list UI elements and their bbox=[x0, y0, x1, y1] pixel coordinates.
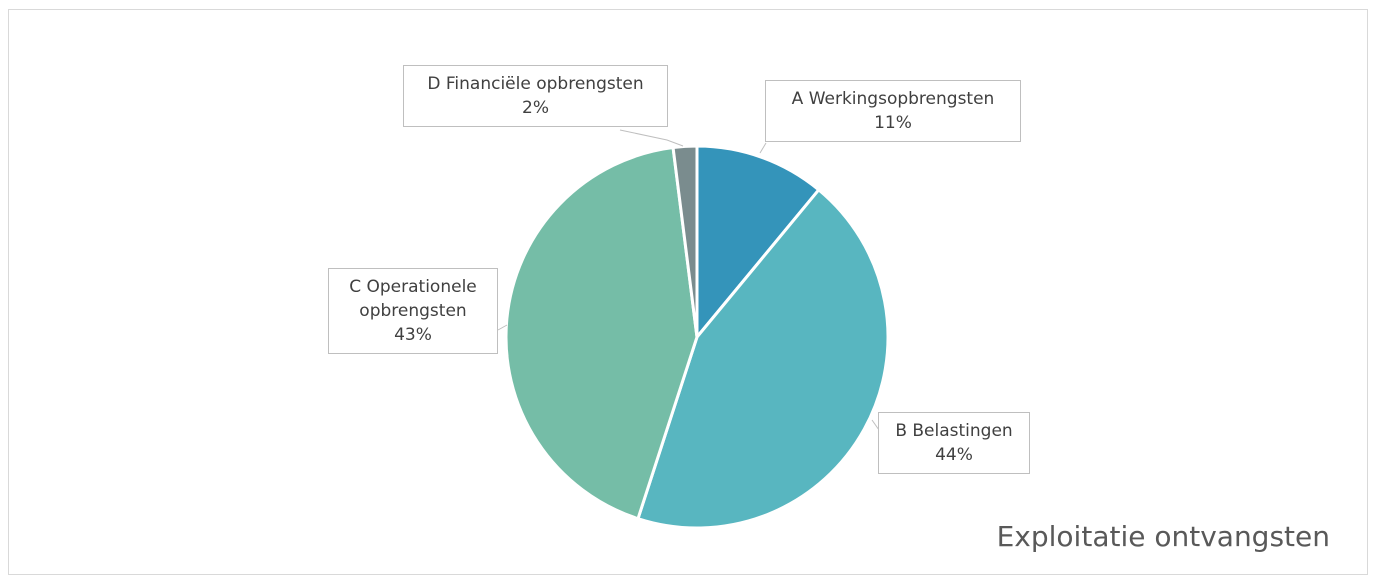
label-value: 2% bbox=[522, 98, 549, 118]
pie-slice bbox=[504, 146, 699, 521]
leader-line bbox=[871, 419, 880, 431]
label-category: C Operationele opbrengsten bbox=[349, 277, 477, 321]
leader-line bbox=[759, 142, 767, 154]
pie bbox=[504, 144, 890, 530]
data-label: D Financiële opbrengsten 2% bbox=[403, 65, 668, 127]
leader-line bbox=[619, 129, 684, 147]
data-label: B Belastingen 44% bbox=[878, 412, 1030, 474]
pie-slice bbox=[636, 188, 890, 530]
leader-line bbox=[497, 324, 508, 331]
label-category: A Werkingsopbrengsten bbox=[791, 89, 995, 109]
label-category: B Belastingen bbox=[895, 421, 1013, 441]
label-value: 43% bbox=[394, 325, 432, 345]
label-category: D Financiële opbrengsten bbox=[427, 74, 644, 94]
data-label: C Operationele opbrengsten 43% bbox=[328, 268, 498, 354]
pie-slice bbox=[695, 144, 821, 339]
label-value: 44% bbox=[935, 445, 973, 465]
label-value: 11% bbox=[874, 113, 912, 133]
chart-title: Exploitatie ontvangsten bbox=[996, 520, 1330, 553]
leader-lines bbox=[497, 129, 880, 431]
data-label: A Werkingsopbrengsten 11% bbox=[765, 80, 1021, 142]
pie-slice bbox=[671, 144, 699, 339]
chart-border bbox=[8, 9, 1368, 575]
